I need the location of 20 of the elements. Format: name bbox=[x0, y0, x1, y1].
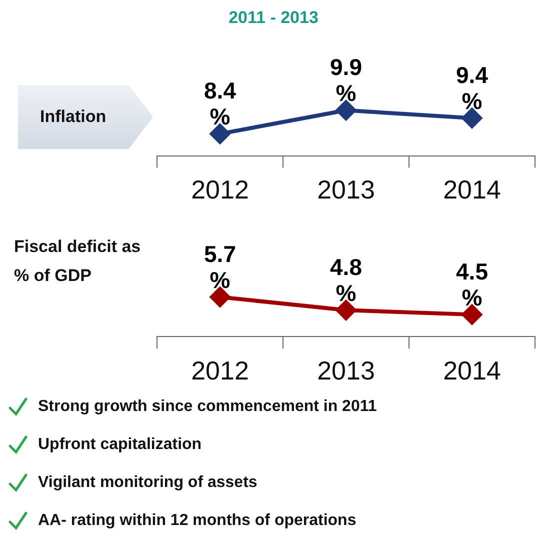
data-label: 9.9 % bbox=[330, 54, 362, 106]
text: Vigilant monitoring of assets bbox=[38, 474, 258, 492]
x-tick-label: 2012 bbox=[191, 355, 249, 386]
x-tick-label: 2013 bbox=[317, 355, 375, 386]
x-tick-label: 2014 bbox=[443, 174, 501, 205]
text: AA- rating within 12 months of operations bbox=[38, 512, 356, 530]
data-label: 5.7 % bbox=[204, 240, 236, 293]
x-tick-label: 2012 bbox=[191, 174, 249, 205]
data-label: 9.4 % bbox=[456, 62, 488, 114]
data-label: 8.4 % bbox=[204, 78, 236, 130]
y-axis-title: Fiscal deficit as % of GDP bbox=[14, 236, 142, 287]
x-tick-label: 2013 bbox=[317, 174, 375, 205]
chart-title: 2011 - 2013 bbox=[228, 8, 320, 28]
data-label: 4.8 % bbox=[330, 254, 362, 306]
text: Strong growth since commencement in 2011 bbox=[38, 398, 377, 416]
y-axis-title: Inflation bbox=[40, 107, 106, 127]
x-tick-label: 2014 bbox=[443, 355, 501, 386]
text: Upfront capitalization bbox=[38, 436, 202, 454]
arrow-tag: Inflation bbox=[18, 85, 153, 149]
data-label: 4.5 % bbox=[456, 258, 488, 310]
